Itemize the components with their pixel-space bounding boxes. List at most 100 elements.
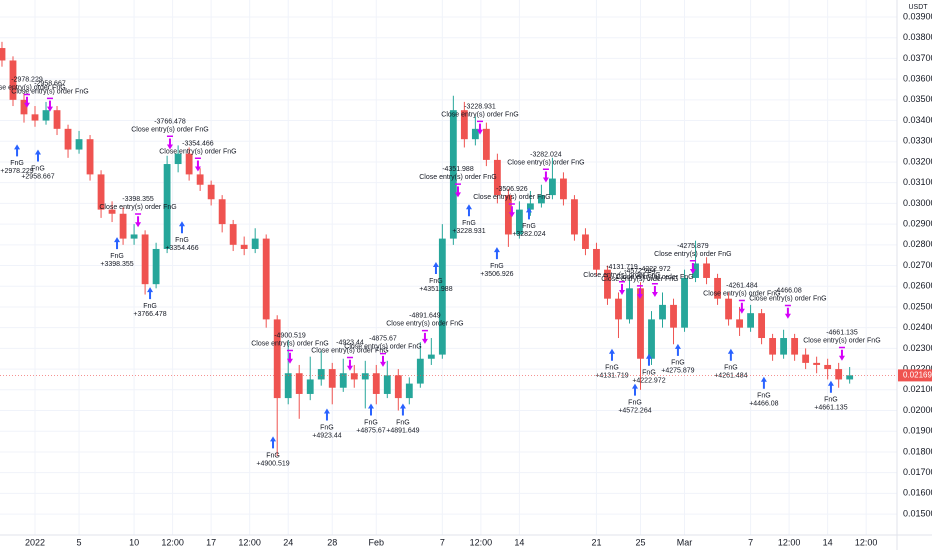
candle-body bbox=[350, 373, 358, 380]
y-tick-label: 0.025000 bbox=[903, 301, 932, 311]
exit-label: Close entry(s) order FnG bbox=[419, 174, 496, 181]
last-price-label: 0.021696 bbox=[903, 371, 932, 380]
y-tick-label: 0.026000 bbox=[903, 281, 932, 291]
exit-label: Close entry(s) order FnG bbox=[803, 338, 880, 345]
trades: FnG+2978.229Close entry(s) order FnG-297… bbox=[0, 77, 881, 468]
entry-qty: +4261.484 bbox=[714, 373, 747, 380]
candle-body bbox=[108, 209, 116, 214]
exit-qty: -3354.466 bbox=[182, 140, 214, 147]
candle-body bbox=[515, 209, 523, 235]
exit-qty: -4261.484 bbox=[726, 283, 758, 290]
x-tick-label: 12:00 bbox=[855, 537, 878, 547]
candle-body bbox=[0, 48, 6, 61]
y-tick-label: 0.017000 bbox=[903, 467, 932, 477]
entry-arrow bbox=[608, 348, 615, 361]
y-tick-label: 0.021000 bbox=[903, 384, 932, 394]
time-axis-panel bbox=[0, 535, 932, 550]
candle-body bbox=[449, 110, 457, 239]
exit-arrow bbox=[838, 346, 845, 361]
exit-arrow bbox=[508, 203, 515, 218]
exit-label: Close entry(s) order FnG bbox=[703, 291, 780, 298]
candle-body bbox=[141, 234, 149, 285]
exit-qty: -4222.972 bbox=[639, 266, 671, 273]
y-tick-label: 0.032000 bbox=[903, 156, 932, 166]
exit-label: Close entry(s) order FnG bbox=[654, 251, 731, 258]
entry-label: FnG bbox=[824, 397, 838, 404]
entry-qty: +3282.024 bbox=[512, 231, 545, 238]
entry-arrow bbox=[14, 144, 21, 157]
candle-body bbox=[394, 375, 402, 399]
exit-qty: -2978.229 bbox=[11, 77, 43, 84]
exit-arrow bbox=[454, 183, 461, 198]
candle-body bbox=[196, 174, 204, 185]
entry-label: FnG bbox=[605, 365, 619, 372]
exit-label: Close entry(s) order FnG bbox=[616, 274, 693, 281]
exit-qty: -4131.719 bbox=[606, 264, 638, 271]
entry-arrow bbox=[323, 408, 330, 421]
entry-arrow bbox=[674, 343, 681, 356]
y-tick-label: 0.036000 bbox=[903, 73, 932, 83]
entry-label: FnG bbox=[266, 452, 280, 459]
candle-body bbox=[637, 288, 644, 359]
candle-body bbox=[163, 164, 171, 249]
entry-qty: +4466.08 bbox=[749, 401, 778, 408]
x-tick-label: Mar bbox=[677, 537, 693, 547]
x-tick-label: 28 bbox=[327, 537, 337, 547]
entry-label: FnG bbox=[110, 253, 124, 260]
exit-qty: -4891.649 bbox=[409, 313, 441, 320]
entry-qty: +3506.926 bbox=[480, 271, 513, 278]
candle-body bbox=[372, 373, 380, 394]
entry-qty: +3766.478 bbox=[133, 311, 166, 318]
entry-arrow bbox=[465, 204, 472, 217]
entry-arrow bbox=[827, 380, 834, 393]
candle-body bbox=[361, 373, 369, 380]
candle-body bbox=[130, 234, 138, 239]
entry-label: FnG bbox=[320, 424, 334, 431]
entry-arrow bbox=[178, 221, 185, 234]
entry-label: FnG bbox=[671, 360, 685, 367]
exit-arrow bbox=[636, 285, 643, 300]
exit-qty: -4572.264 bbox=[624, 268, 656, 275]
exit-label: Close entry(s) order FnG bbox=[311, 348, 388, 355]
entry-qty: +4875.67 bbox=[356, 427, 385, 434]
entry-qty: +4275.879 bbox=[661, 368, 694, 375]
y-tick-label: 0.022000 bbox=[903, 363, 932, 373]
y-tick-label: 0.016000 bbox=[903, 488, 932, 498]
candle-body bbox=[593, 248, 600, 270]
candle-body bbox=[339, 373, 347, 388]
candle-body bbox=[571, 199, 578, 235]
exit-qty: -4466.08 bbox=[774, 288, 802, 295]
exit-qty: -3766.478 bbox=[154, 118, 186, 125]
x-tick-label: 17 bbox=[206, 537, 216, 547]
entry-arrow bbox=[399, 403, 406, 416]
exit-qty: -4661.135 bbox=[826, 330, 858, 337]
candle-body bbox=[42, 110, 50, 121]
entry-label: FnG bbox=[522, 223, 536, 230]
y-tick-label: 0.024000 bbox=[903, 322, 932, 332]
candle-body bbox=[824, 364, 832, 370]
candle-body bbox=[659, 304, 666, 320]
entry-qty: +4661.135 bbox=[814, 405, 847, 412]
x-tick-label: 12:00 bbox=[470, 537, 493, 547]
exit-arrow bbox=[379, 352, 386, 367]
x-tick-label: Feb bbox=[369, 537, 385, 547]
entry-label: FnG bbox=[642, 370, 656, 377]
candle-body bbox=[31, 114, 39, 121]
y-tick-label: 0.015000 bbox=[903, 508, 932, 518]
exit-label: Close entry(s) order FnG bbox=[749, 296, 826, 303]
exit-label: Close entry(s) order FnG bbox=[386, 321, 463, 328]
candle-body bbox=[802, 354, 810, 363]
y-tick-label: 0.029000 bbox=[903, 218, 932, 228]
candle-body bbox=[681, 277, 688, 328]
x-tick-label: 25 bbox=[635, 537, 645, 547]
candle-body bbox=[549, 178, 556, 196]
entry-qty: +4891.649 bbox=[386, 427, 419, 434]
candle-body bbox=[262, 238, 270, 320]
y-tick-label: 0.019000 bbox=[903, 426, 932, 436]
candle-body bbox=[284, 373, 292, 399]
exit-label: Close entry(s) order FnG bbox=[131, 126, 208, 133]
candle-body bbox=[813, 362, 821, 365]
exit-qty: -4875.67 bbox=[369, 336, 397, 343]
